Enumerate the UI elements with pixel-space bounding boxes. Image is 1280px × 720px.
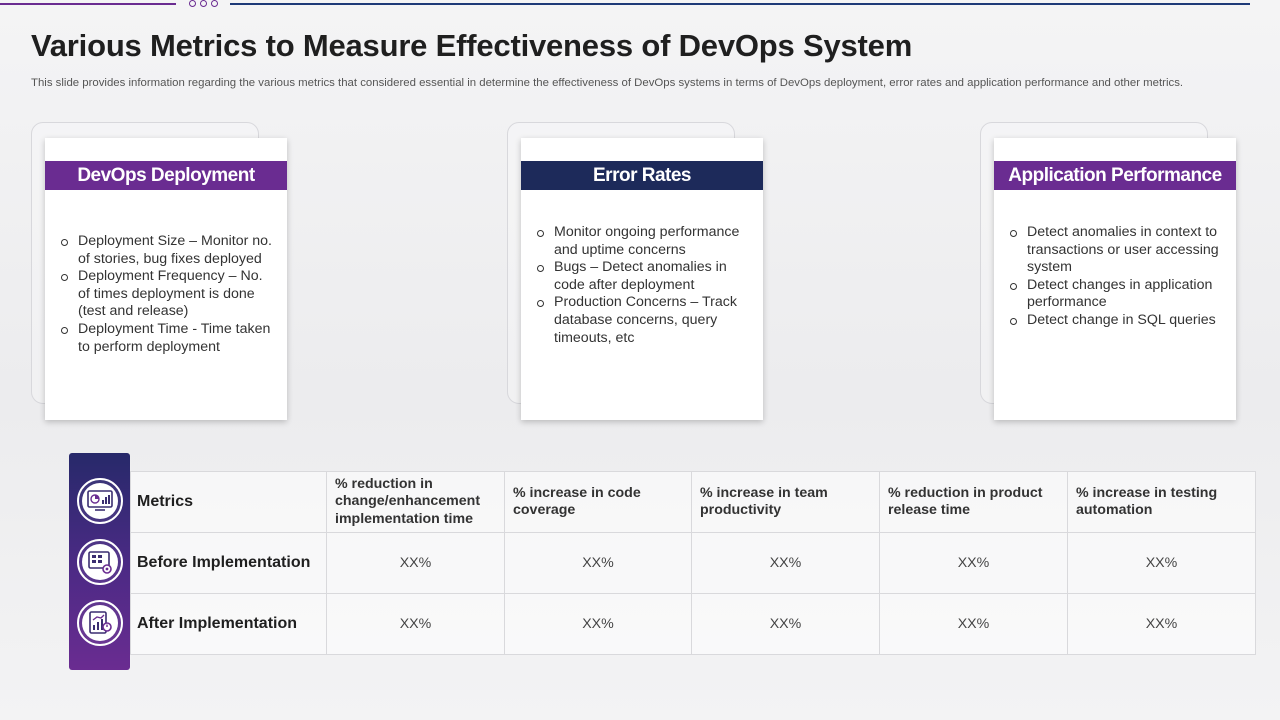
bullet-item: Deployment Size – Monitor no. of stories… [60, 233, 272, 268]
bullet-item: Monitor ongoing performance and uptime c… [536, 224, 748, 259]
bullet-item: Detect anomalies in context to transacti… [1009, 224, 1221, 277]
page-title: Various Metrics to Measure Effectiveness… [31, 28, 913, 63]
table-cell: XX% [691, 532, 880, 594]
table-cell: XX% [326, 532, 505, 594]
card-application-performance: Application Performance Detect anomalies… [994, 138, 1236, 420]
settings-board-icon [77, 539, 123, 585]
table-cell: XX% [879, 532, 1068, 594]
table-cell: XX% [691, 593, 880, 655]
table-cell: XX% [504, 532, 692, 594]
column-header: % increase in code coverage [504, 471, 692, 533]
top-accent-dots [189, 0, 218, 7]
card-heading: Error Rates [521, 161, 763, 190]
bullet-item: Deployment Frequency – No. of times depl… [60, 268, 272, 321]
column-header: % increase in testing automation [1067, 471, 1256, 533]
column-header: % reduction in product release time [879, 471, 1068, 533]
table-row: After Implementation XX% XX% XX% XX% XX% [130, 593, 1256, 655]
card-error-rates: Error Rates Monitor ongoing performance … [521, 138, 763, 420]
table-cell: XX% [1067, 532, 1256, 594]
bullet-item: Production Concerns – Track database con… [536, 294, 748, 347]
top-accent-line-right [230, 3, 1250, 5]
card-devops-deployment: DevOps Deployment Deployment Size – Moni… [45, 138, 287, 420]
table-cell: XX% [879, 593, 1068, 655]
page-subtitle: This slide provides information regardin… [31, 77, 1184, 89]
table-side-band [69, 453, 130, 670]
table-cell: XX% [326, 593, 505, 655]
row-label-metrics: Metrics [130, 471, 327, 533]
bullet-item: Deployment Time - Time taken to perform … [60, 321, 272, 356]
card-heading: Application Performance [994, 161, 1236, 190]
analytics-report-icon [77, 600, 123, 646]
card-bullet-list: Deployment Size – Monitor no. of stories… [60, 233, 272, 356]
card-heading: DevOps Deployment [45, 161, 287, 190]
column-header: % reduction in change/enhancement implem… [326, 471, 505, 533]
row-label-after: After Implementation [130, 593, 327, 655]
top-accent-line-left [0, 3, 176, 5]
table-row: Before Implementation XX% XX% XX% XX% XX… [130, 532, 1256, 594]
column-header: % increase in team productivity [691, 471, 880, 533]
table-row: Metrics % reduction in change/enhancemen… [130, 471, 1256, 533]
metrics-table: Metrics % reduction in change/enhancemen… [130, 471, 1256, 655]
bullet-item: Detect changes in application performanc… [1009, 277, 1221, 312]
dashboard-icon [77, 478, 123, 524]
bullet-item: Detect change in SQL queries [1009, 312, 1221, 330]
card-bullet-list: Monitor ongoing performance and uptime c… [536, 224, 748, 347]
row-label-before: Before Implementation [130, 532, 327, 594]
bullet-item: Bugs – Detect anomalies in code after de… [536, 259, 748, 294]
card-bullet-list: Detect anomalies in context to transacti… [1009, 224, 1221, 330]
table-cell: XX% [504, 593, 692, 655]
table-cell: XX% [1067, 593, 1256, 655]
